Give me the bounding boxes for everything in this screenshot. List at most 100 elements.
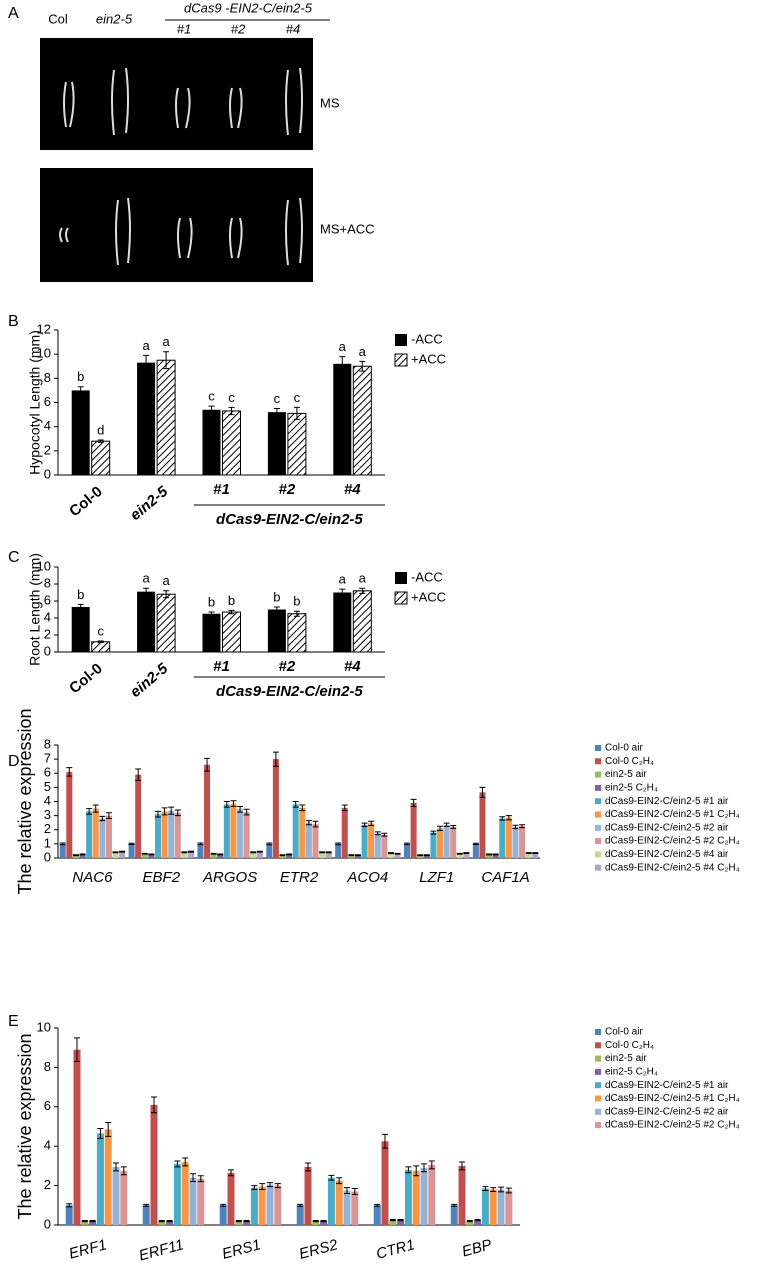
legend-label: ein2-5 air [605, 1053, 647, 1064]
bar [173, 1163, 181, 1225]
legend-swatch [595, 851, 601, 858]
error-bar [112, 851, 119, 854]
bar [128, 843, 135, 858]
bar [189, 1177, 197, 1225]
bar [354, 855, 361, 858]
y-tick-label: 5 [44, 779, 51, 794]
error-bar [293, 610, 300, 617]
error-bar [128, 842, 135, 845]
error-bar [382, 1133, 388, 1149]
error-bar [166, 1219, 173, 1223]
error-bar [161, 807, 168, 816]
bar [137, 591, 156, 652]
error-bar [235, 1219, 242, 1223]
y-tick-label: 0 [44, 466, 51, 481]
data-label: c [208, 389, 215, 404]
error-bar [335, 842, 342, 846]
x-tick-label: ARGOS [202, 869, 257, 886]
bar [352, 590, 372, 653]
bar [525, 853, 532, 858]
error-bar [228, 406, 235, 416]
column-label: #2 [231, 21, 246, 36]
bar [352, 365, 372, 476]
bar [73, 1049, 81, 1225]
y-tick-label: 0 [44, 1216, 51, 1231]
bar [373, 1205, 381, 1225]
bar [423, 855, 430, 858]
legend-swatch [595, 771, 601, 778]
bar [437, 828, 444, 858]
bar [187, 851, 194, 858]
bar [104, 1129, 112, 1225]
bar [266, 843, 273, 858]
error-bar [417, 854, 424, 857]
error-bar [243, 808, 250, 816]
y-tick-label: 8 [44, 575, 51, 590]
bar [287, 412, 307, 476]
error-bar [163, 590, 170, 599]
panel-label: D [8, 753, 20, 770]
row-label: MS+ACC [320, 221, 375, 236]
x-tick-label: ERS1 [220, 1236, 262, 1263]
x-tick-label: #4 [344, 481, 361, 498]
legend-label: +ACC [411, 589, 446, 604]
legend-swatch [595, 1108, 601, 1115]
bar [156, 359, 176, 476]
bar [394, 853, 401, 858]
data-label: a [339, 339, 347, 354]
error-bar [267, 1182, 273, 1188]
legend-swatch [595, 1029, 601, 1035]
bar [91, 440, 111, 476]
error-bar [266, 842, 273, 846]
y-tick-label: 8 [44, 736, 51, 751]
y-tick-label: 2 [44, 821, 51, 836]
bar [227, 1172, 235, 1225]
legend-label: dCas9-EIN2-C/ein2-5 #1 air [605, 796, 729, 807]
bar [463, 853, 470, 858]
error-bar [148, 853, 155, 856]
error-bar [273, 408, 280, 417]
row-label: MS [320, 95, 340, 110]
error-bar [228, 609, 235, 615]
data-label: a [359, 571, 367, 586]
error-bar [490, 1187, 497, 1193]
bar [250, 852, 257, 858]
bar [222, 611, 241, 653]
bar [112, 1166, 120, 1225]
error-bar [320, 1219, 327, 1223]
legend-label: -ACC [411, 331, 443, 346]
legend-swatch [595, 1122, 601, 1129]
legend-label: Col-0 C₂H₄ [605, 1040, 654, 1051]
y-tick-label: 4 [44, 1138, 51, 1153]
error-bar [182, 1157, 189, 1167]
error-bar [81, 1219, 88, 1223]
data-label: a [142, 338, 150, 353]
bar [174, 812, 181, 858]
error-bar [74, 1037, 80, 1062]
error-bar [77, 603, 84, 610]
legend-swatch [595, 811, 601, 818]
bar [210, 853, 217, 858]
error-bar [389, 1218, 396, 1222]
error-bar [135, 768, 142, 781]
bar [112, 852, 119, 858]
legend-label: ein2-5 C₂H₄ [605, 1067, 658, 1078]
y-tick-label: 12 [37, 321, 51, 336]
data-label: b [208, 594, 215, 609]
error-bar [197, 1175, 204, 1183]
bar [481, 1188, 489, 1225]
error-bar [97, 640, 104, 644]
error-bar [272, 751, 279, 767]
group-label: dCas9 -EIN2-C/ein2-5 [184, 0, 313, 15]
error-bar [351, 1188, 358, 1195]
error-bar [405, 1166, 412, 1174]
bar [387, 853, 394, 858]
bar [202, 613, 221, 652]
error-bar [66, 1203, 73, 1208]
legend-swatch [595, 758, 601, 765]
y-tick-label: 0 [44, 643, 51, 658]
bar [319, 852, 326, 858]
error-bar [381, 832, 388, 837]
bar [274, 1185, 282, 1225]
bar [374, 833, 381, 858]
